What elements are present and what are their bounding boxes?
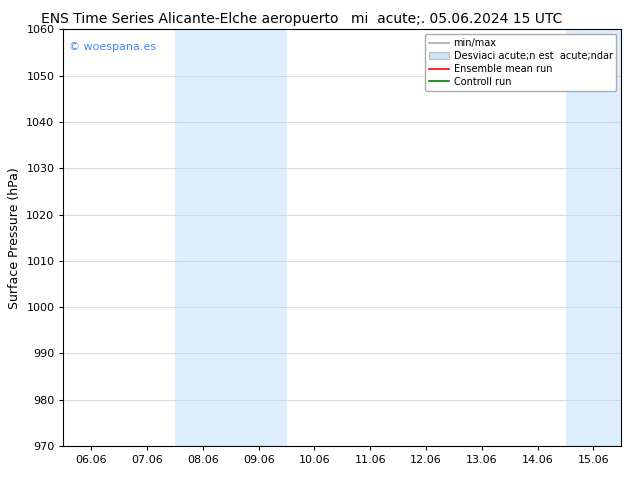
Bar: [566, 29, 621, 446]
Text: mi  acute;. 05.06.2024 15 UTC: mi acute;. 05.06.2024 15 UTC: [351, 12, 562, 26]
Text: ENS Time Series Alicante-Elche aeropuerto: ENS Time Series Alicante-Elche aeropuert…: [41, 12, 339, 26]
Legend: min/max, Desviaci acute;n est  acute;ndar, Ensemble mean run, Controll run: min/max, Desviaci acute;n est acute;ndar…: [425, 34, 616, 91]
Text: © woespana.es: © woespana.es: [69, 42, 156, 52]
Y-axis label: Surface Pressure (hPa): Surface Pressure (hPa): [8, 167, 21, 309]
Bar: [175, 29, 231, 446]
Bar: [231, 29, 287, 446]
